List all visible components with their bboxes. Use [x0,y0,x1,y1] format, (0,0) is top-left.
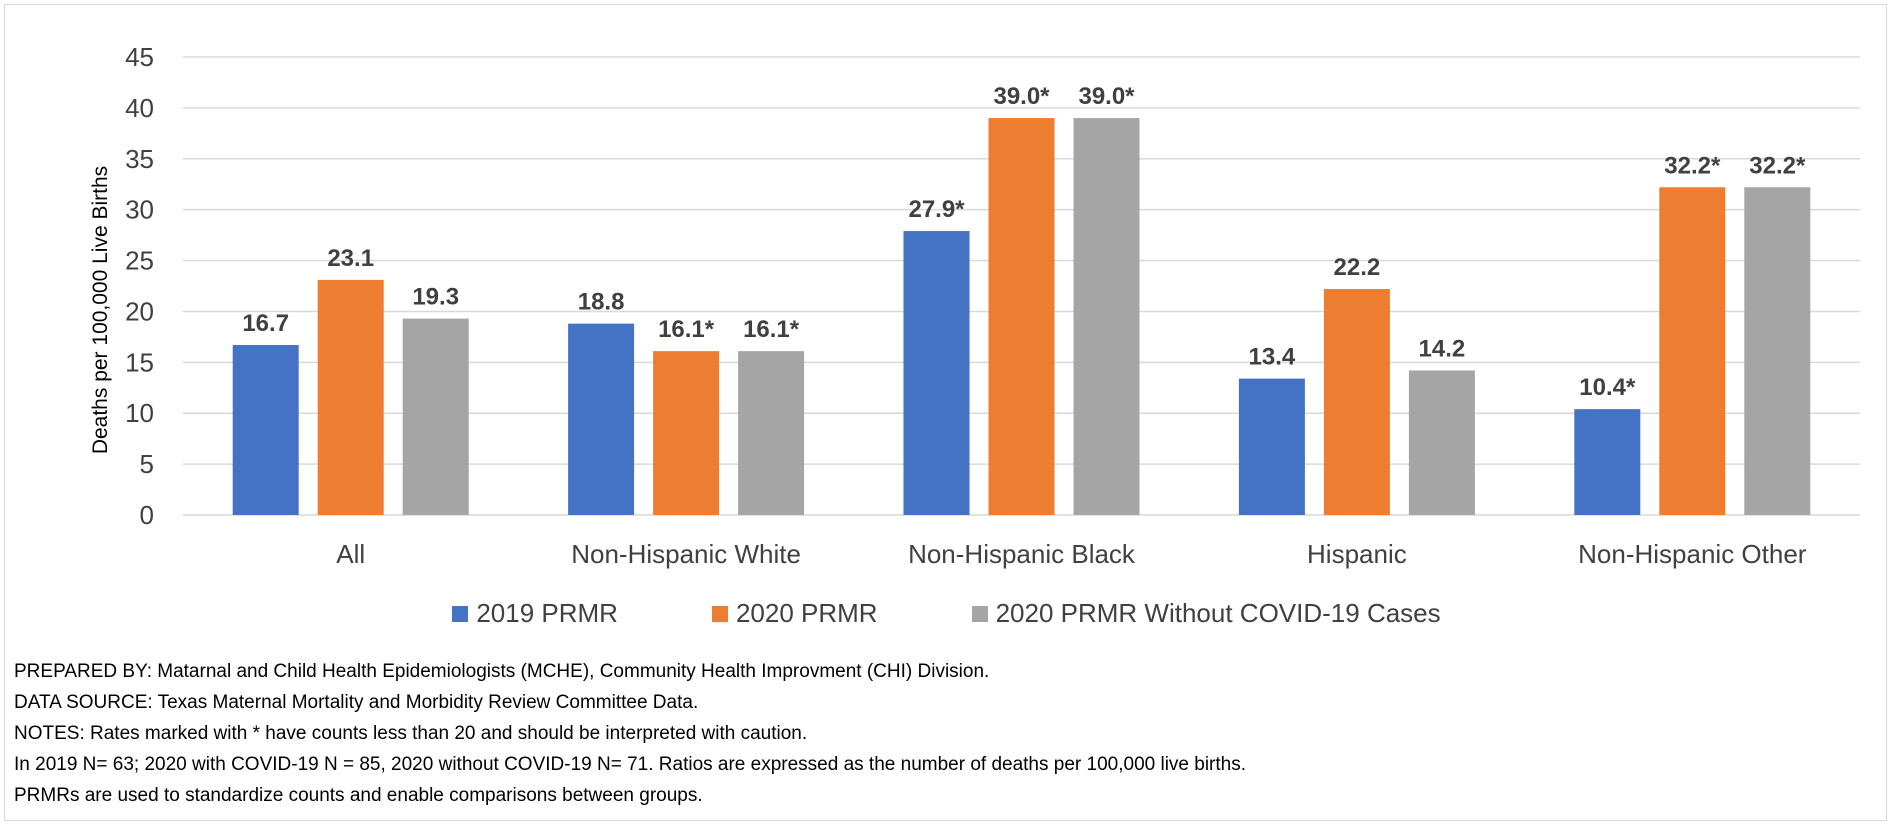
data-label: 16.1* [658,316,715,343]
legend-swatch-2019 [452,605,469,622]
y-tick-label: 0 [140,500,154,530]
bar [1073,118,1140,516]
x-category-label: Non-Hispanic Black [908,539,1136,569]
legend-swatch-2020-no-covid [971,605,988,622]
bar [1408,370,1475,515]
y-tick-label: 45 [125,42,154,72]
note-prepared-by: PREPARED BY: Matarnal and Child Health E… [14,661,990,682]
footnotes: PREPARED BY: Matarnal and Child Health E… [14,656,1246,811]
y-tick-label: 40 [125,93,154,123]
legend: 2019 PRMR 2020 PRMR 2020 PRMR Without CO… [0,598,1893,629]
data-label: 23.1 [327,245,374,272]
bar [317,279,384,515]
note-caution: NOTES: Rates marked with * have counts l… [14,723,808,744]
y-tick-label: 20 [125,296,154,326]
y-axis-ticks: 0 5 10 15 20 25 30 35 40 45 [125,42,154,530]
bar [738,351,805,515]
data-label: 39.0* [993,83,1050,110]
y-axis-label: Deaths per 100,000 Live Births [89,166,112,454]
note-data-source: DATA SOURCE: Texas Maternal Mortality an… [14,692,699,713]
bar [1238,378,1305,515]
data-label: 27.9* [908,196,965,223]
note-prmr: PRMRs are used to standardize counts and… [14,785,703,806]
y-tick-label: 10 [125,398,154,428]
data-label: 32.2* [1664,152,1721,179]
data-label: 13.4 [1249,344,1296,371]
data-label: 16.7 [242,310,289,337]
data-label: 39.0* [1078,83,1135,110]
legend-label-2020-no-covid: 2020 PRMR Without COVID-19 Cases [995,598,1441,628]
bar [568,323,635,515]
bar [1744,187,1811,515]
bar [1574,409,1641,515]
data-label: 16.1* [743,316,800,343]
bar [653,351,720,515]
data-label: 22.2 [1334,254,1381,281]
bar [903,231,970,516]
y-tick-label: 25 [125,246,154,276]
data-label: 19.3 [412,284,459,311]
bars [232,118,1811,516]
data-label: 10.4* [1579,374,1636,401]
legend-item-2020: 2020 PRMR [711,598,878,629]
x-category-label: Non-Hispanic Other [1578,539,1807,569]
legend-item-2020-no-covid: 2020 PRMR Without COVID-19 Cases [971,598,1441,629]
legend-item-2019: 2019 PRMR [452,598,618,629]
bar [232,345,299,515]
x-axis-categories: All Non-Hispanic White Non-Hispanic Black H… [336,539,1807,569]
data-label: 32.2* [1749,152,1806,179]
bar [1323,289,1390,515]
y-tick-label: 5 [140,449,154,479]
data-labels: 16.7 23.1 19.3 18.8 16.1* 16.1* 27.9* 39.0* 39.0… [242,83,1806,401]
x-category-label: All [336,539,365,569]
bar [1659,187,1726,515]
data-label: 18.8 [578,289,625,316]
data-label: 14.2 [1419,335,1466,362]
x-category-label: Non-Hispanic White [571,539,801,569]
y-tick-label: 35 [125,144,154,174]
y-tick-label: 30 [125,195,154,225]
legend-swatch-2020 [711,605,728,622]
legend-label-2019: 2019 PRMR [476,598,618,628]
legend-label-2020: 2020 PRMR [735,598,878,628]
bar [402,318,469,515]
x-category-label: Hispanic [1307,539,1407,569]
bar [988,118,1055,516]
y-tick-label: 15 [125,347,154,377]
bar-chart: 0 5 10 15 20 25 30 35 40 45 16.7 23.1 19.3 18.8 16.1*… [89,42,1860,569]
note-counts: In 2019 N= 63; 2020 with COVID-19 N = 85… [14,754,1247,775]
